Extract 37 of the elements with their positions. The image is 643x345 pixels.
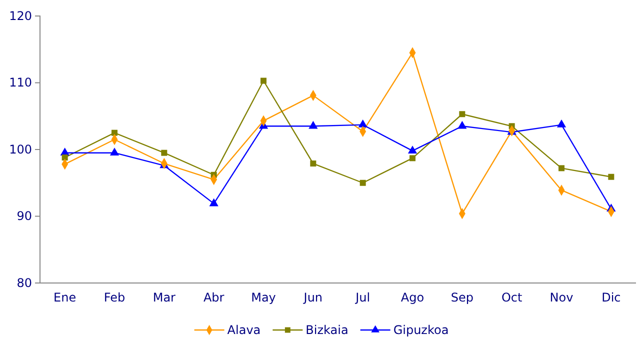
point [112,130,118,136]
x-tick-label: Mar [152,290,176,305]
point [556,120,566,128]
point [558,165,564,172]
x-tick-label: Jul [354,290,370,305]
x-tick-label: Sep [450,290,474,305]
legend-label: Alava [227,323,261,337]
y-tick-label: 100 [9,142,32,156]
legend-label: Bizkaia [306,323,348,337]
x-tick-label: Ago [400,290,424,305]
x-tick-label: Jun [302,290,323,305]
y-tick-label: 80 [16,276,32,290]
point [110,148,120,156]
x-tick-label: Oct [501,290,522,305]
point [458,120,467,129]
point [360,180,366,186]
point [260,78,266,84]
y-tick-label: 90 [16,209,32,224]
point [358,120,368,128]
x-tick-label: Ene [54,290,76,305]
point [62,154,68,161]
legend-label: Gipuzkoa [393,323,449,337]
x-tick-label: Nov [550,290,574,305]
x-tick-label: Dic [602,290,621,305]
point [608,174,614,180]
x-tick-label: Feb [104,290,126,305]
point [408,146,418,154]
point [459,111,466,118]
point [310,160,316,167]
point [161,150,168,156]
point [308,120,318,129]
y-tick-label: 110 [9,76,32,90]
point [209,198,218,206]
point [410,155,416,162]
y-tick-label: 120 [9,8,32,23]
x-tick-label: Abr [203,290,224,305]
x-tick-label: May [251,290,276,305]
